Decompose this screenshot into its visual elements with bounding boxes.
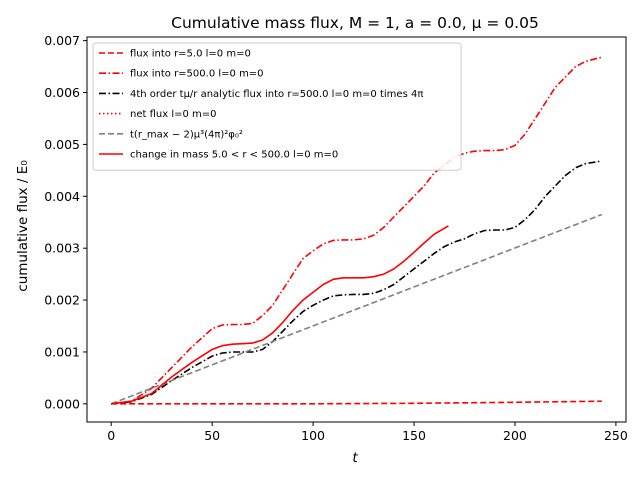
series-line-0 [111, 400, 602, 405]
x-axis-label: t [352, 450, 358, 466]
legend-label-4: t(r_max − 2)μ³(4π)²φ₀² [130, 129, 243, 140]
legend-label-2: 4th order tμ/r analytic flux into r=500.… [130, 89, 423, 100]
series-line-5 [111, 225, 449, 405]
axes: 0 50 100 150 200 250 0.000 0.001 0.002 0.003 0.004… [44, 33, 628, 443]
series-line-2 [111, 160, 602, 405]
series-line-1 [111, 56, 603, 405]
x-tick-label: 50 [204, 428, 220, 443]
x-tick-label: 100 [301, 428, 325, 443]
plot-area [110, 56, 603, 405]
legend-box [92, 42, 462, 171]
y-tick-label: 0.004 [44, 189, 80, 204]
legend-label-0: flux into r=5.0 l=0 m=0 [130, 49, 251, 60]
x-tick-label: 150 [402, 428, 426, 443]
axes-frame [86, 36, 627, 423]
y-axis-label: cumulative flux / E₀ [15, 160, 31, 291]
legend-label-1: flux into r=500.0 l=0 m=0 [130, 69, 264, 80]
y-tick-label: 0.001 [44, 344, 80, 359]
legend-label-3: net flux l=0 m=0 [130, 109, 217, 120]
series-line-4 [110, 213, 603, 405]
y-tick-label: 0.007 [44, 33, 80, 48]
legend-label-5: change in mass 5.0 < r < 500.0 l=0 m=0 [130, 150, 338, 161]
x-tick-label: 250 [604, 428, 628, 443]
legend: flux into r=5.0 l=0 m=0 flux into r=500.0… [92, 42, 462, 171]
x-tick-label: 0 [107, 428, 115, 443]
y-tick-label: 0.000 [44, 396, 80, 411]
y-tick-label: 0.003 [44, 241, 80, 256]
x-tick-label: 200 [503, 428, 527, 443]
y-tick-label: 0.002 [44, 293, 80, 308]
y-tick-label: 0.006 [44, 85, 80, 100]
y-tick-label: 0.005 [44, 137, 80, 152]
chart-title: Cumulative mass flux, M = 1, a = 0.0, μ … [171, 14, 539, 32]
